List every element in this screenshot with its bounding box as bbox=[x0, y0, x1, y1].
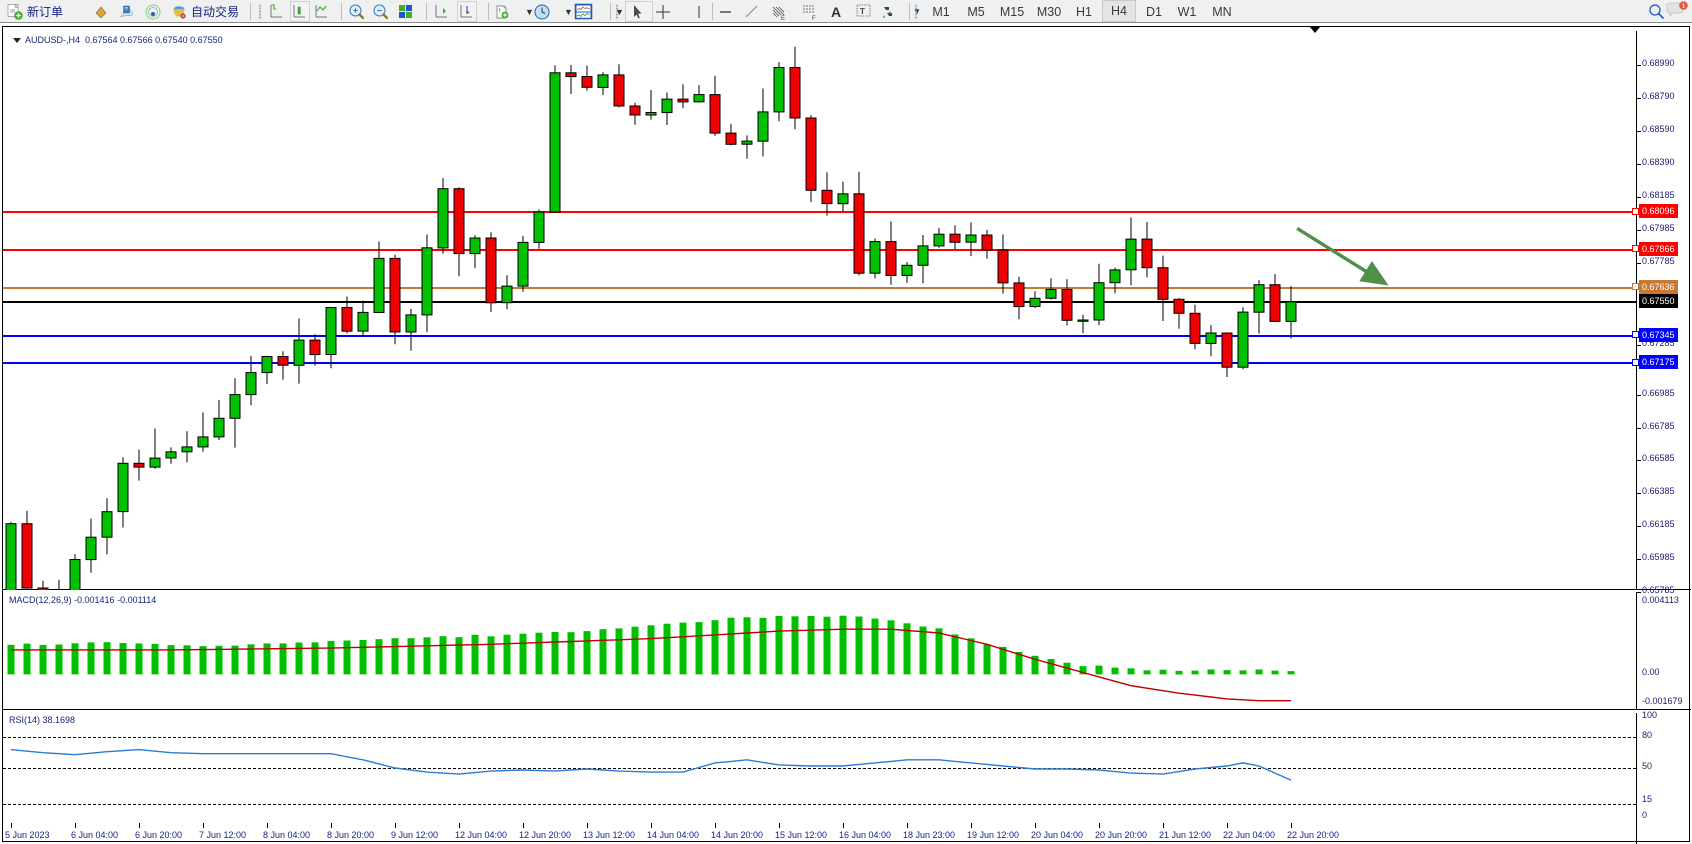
svg-text:T: T bbox=[860, 7, 865, 16]
svg-text:E: E bbox=[781, 16, 785, 21]
svg-text:F: F bbox=[812, 16, 816, 21]
svg-text:1: 1 bbox=[1682, 3, 1685, 9]
